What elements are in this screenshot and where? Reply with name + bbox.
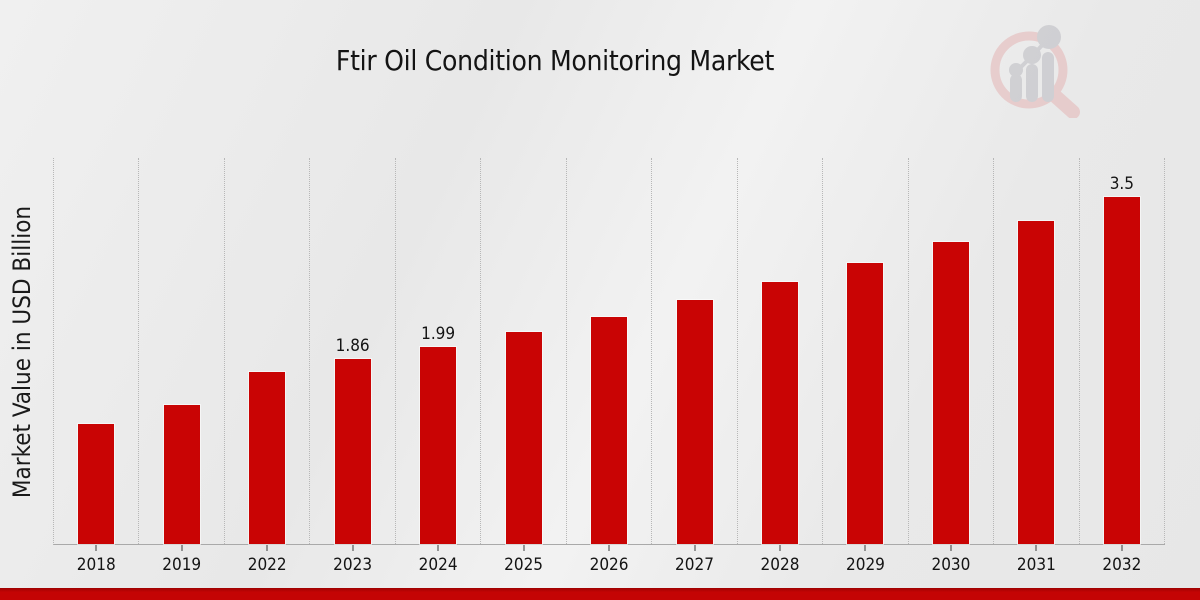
bar-2030 xyxy=(932,242,969,544)
bar-2025 xyxy=(505,332,542,544)
chart-title: Ftir Oil Condition Monitoring Market xyxy=(335,44,775,77)
chart-column-2029: 2029 xyxy=(823,158,909,575)
chart-column-2022: 2022 xyxy=(225,158,311,575)
bar-2029 xyxy=(847,263,884,544)
x-axis-tick xyxy=(1121,545,1123,551)
bar-2026 xyxy=(591,317,628,544)
bar-2018 xyxy=(78,424,115,544)
x-axis-tick xyxy=(266,545,268,551)
x-tick-label-2025: 2025 xyxy=(504,555,544,575)
x-axis-tick xyxy=(1035,545,1037,551)
chart-column-2030: 2030 xyxy=(909,158,995,575)
y-axis-label: Market Value in USD Billion xyxy=(8,205,36,499)
x-axis-tick xyxy=(437,545,439,551)
x-tick-label-2030: 2030 xyxy=(931,555,971,575)
chart-column-2024: 1.99 2024 xyxy=(396,158,482,575)
footer-stripe xyxy=(0,588,1200,600)
chart-column-2027: 2027 xyxy=(652,158,738,575)
chart-column-2032: 3.5 2032 xyxy=(1080,158,1166,575)
chart-column-2031: 2031 xyxy=(994,158,1080,575)
bar-2032 xyxy=(1103,197,1140,544)
x-axis-tick xyxy=(181,545,183,551)
x-tick-label-2031: 2031 xyxy=(1016,555,1056,575)
x-axis-tick xyxy=(352,545,354,551)
bar-2031 xyxy=(1018,221,1055,544)
x-tick-label-2019: 2019 xyxy=(162,555,202,575)
x-axis-tick xyxy=(95,545,97,551)
x-axis-tick xyxy=(864,545,866,551)
chart-column-2026: 2026 xyxy=(567,158,653,575)
chart-column-2028: 2028 xyxy=(738,158,824,575)
bar-2019 xyxy=(163,405,200,544)
bar-2027 xyxy=(676,300,713,544)
bar-2024 xyxy=(420,347,457,544)
x-tick-label-2028: 2028 xyxy=(760,555,800,575)
bar-2022 xyxy=(249,372,286,544)
x-axis-tick xyxy=(950,545,952,551)
bar-value-label-2023: 1.86 xyxy=(335,336,370,356)
x-tick-label-2023: 2023 xyxy=(333,555,373,575)
bar-2023 xyxy=(334,359,371,544)
x-axis-tick xyxy=(523,545,525,551)
chart-column-2023: 1.86 2023 xyxy=(310,158,396,575)
x-tick-label-2026: 2026 xyxy=(589,555,629,575)
chart-column-2025: 2025 xyxy=(481,158,567,575)
x-tick-label-2022: 2022 xyxy=(247,555,287,575)
x-tick-label-2024: 2024 xyxy=(418,555,458,575)
chart-column-2019: 2019 xyxy=(139,158,225,575)
chart-column-2018: 2018 xyxy=(54,158,140,575)
x-tick-label-2029: 2029 xyxy=(845,555,885,575)
x-tick-label-2018: 2018 xyxy=(76,555,116,575)
bar-2028 xyxy=(761,282,798,544)
x-tick-label-2027: 2027 xyxy=(675,555,714,575)
x-axis-tick xyxy=(694,545,696,551)
x-tick-label-2032: 2032 xyxy=(1102,555,1142,575)
magnifier-bar-chart-logo-icon xyxy=(990,25,1080,118)
x-axis-tick xyxy=(608,545,610,551)
bar-value-label-2032: 3.5 xyxy=(1109,174,1135,194)
plot-area: 2018 2019 2022 1.86 2023 1.99 2024 2025 2026 2027… xyxy=(53,158,1166,575)
x-axis-tick xyxy=(779,545,781,551)
bar-value-label-2024: 1.99 xyxy=(421,324,456,344)
